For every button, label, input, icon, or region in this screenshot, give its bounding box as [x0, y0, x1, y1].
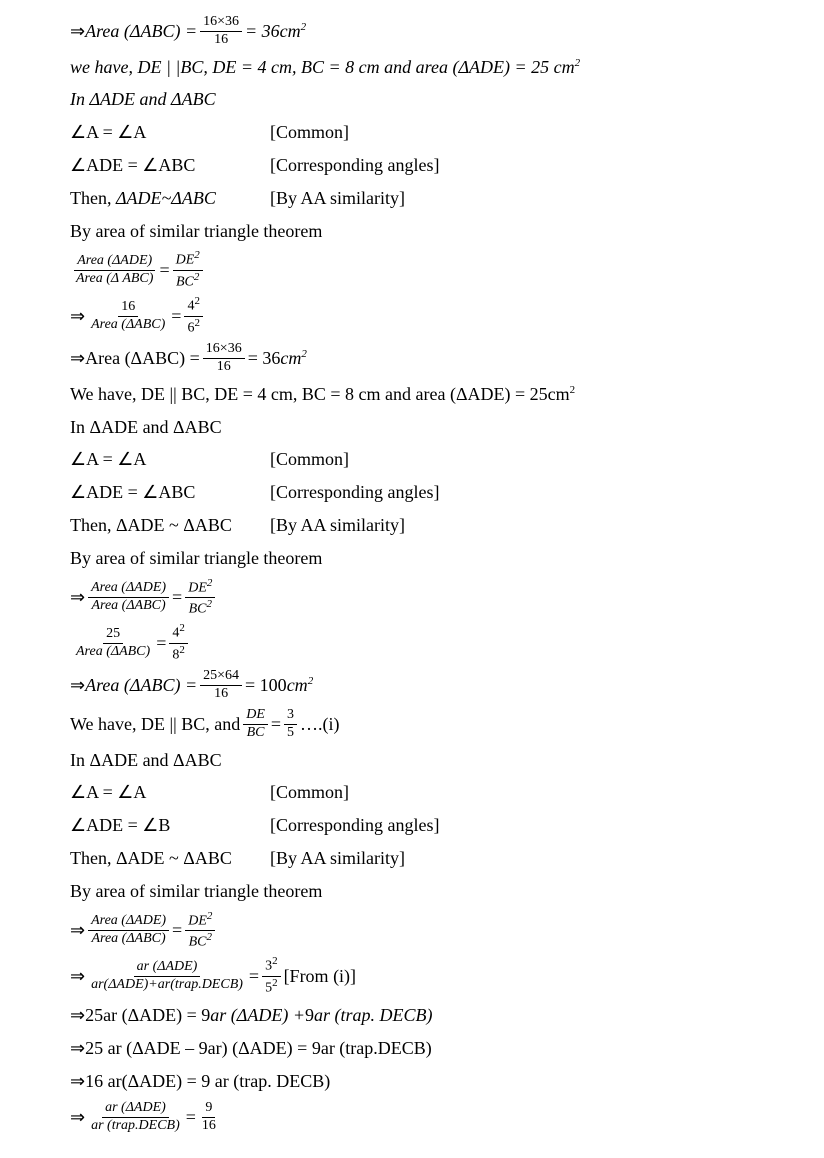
math-line: ∠A = ∠A[Common]	[70, 445, 804, 474]
math-line: ∠A = ∠A[Common]	[70, 778, 804, 807]
math-line: By area of similar triangle theorem	[70, 544, 804, 573]
math-line: ∠ADE = ∠B[Corresponding angles]	[70, 811, 804, 840]
math-line: we have, DE | |BC, DE = 4 cm, BC = 8 cm …	[70, 53, 804, 82]
math-line: 25Area (ΔABC) = 4282	[70, 622, 804, 664]
math-line: ⇒ 25ar (ΔADE) = 9ar (ΔADE) + 9ar (trap. …	[70, 1001, 804, 1030]
math-line: Then, ΔADE ~ ΔABC[By AA similarity]	[70, 511, 804, 540]
math-line: ⇒ 16Area (ΔABC) = 4262	[70, 295, 804, 337]
math-line: ⇒ Area (ΔABC) = 16×3616 = 36 cm2	[70, 341, 804, 376]
math-line: ⇒ 25 ar (ΔADE – 9ar) (ΔADE) = 9ar (trap.…	[70, 1034, 804, 1063]
math-line: ∠ADE = ∠ABC[Corresponding angles]	[70, 151, 804, 180]
math-line: ∠A = ∠A[Common]	[70, 118, 804, 147]
math-line: In ΔADE and ΔABC	[70, 746, 804, 775]
math-line: We have, DE || BC, DE = 4 cm, BC = 8 cm …	[70, 380, 804, 409]
math-line: ⇒ 16 ar(ΔADE) = 9 ar (trap. DECB)	[70, 1067, 804, 1096]
math-line: By area of similar triangle theorem	[70, 217, 804, 246]
math-line: ⇒ Area (ΔADE)Area (ΔABC) = DE2BC2	[70, 910, 804, 952]
math-line: We have, DE || BC, and DEBC = 35 ….(i)	[70, 707, 804, 742]
math-line: Then, ΔADE ~ ΔABC[By AA similarity]	[70, 844, 804, 873]
math-line: ∠ADE = ∠ABC[Corresponding angles]	[70, 478, 804, 507]
math-line: Area (ΔADE)Area (Δ ABC) = DE2BC2	[70, 249, 804, 291]
math-line: ⇒ ar (ΔADE)ar(ΔADE)+ar(trap.DECB) = 3252…	[70, 955, 804, 997]
math-line: In ΔADE and ΔABC	[70, 413, 804, 442]
math-line: ⇒ Area (ΔABC) = 25×6416 = 100 cm2	[70, 668, 804, 703]
math-line: ⇒ Area (ΔADE)Area (ΔABC) = DE2BC2	[70, 577, 804, 619]
math-line: Then, ΔADE~ΔABC[By AA similarity]	[70, 184, 804, 213]
math-line: In ΔADE and ΔABC	[70, 85, 804, 114]
math-line: By area of similar triangle theorem	[70, 877, 804, 906]
math-line: ⇒ Area (ΔABC) = 16×3616 = 36cm2	[70, 14, 804, 49]
math-line: ⇒ ar (ΔADE)ar (trap.DECB) = 916	[70, 1100, 804, 1135]
math-document: ⇒ Area (ΔABC) = 16×3616 = 36cm2 we have, …	[70, 14, 804, 1134]
